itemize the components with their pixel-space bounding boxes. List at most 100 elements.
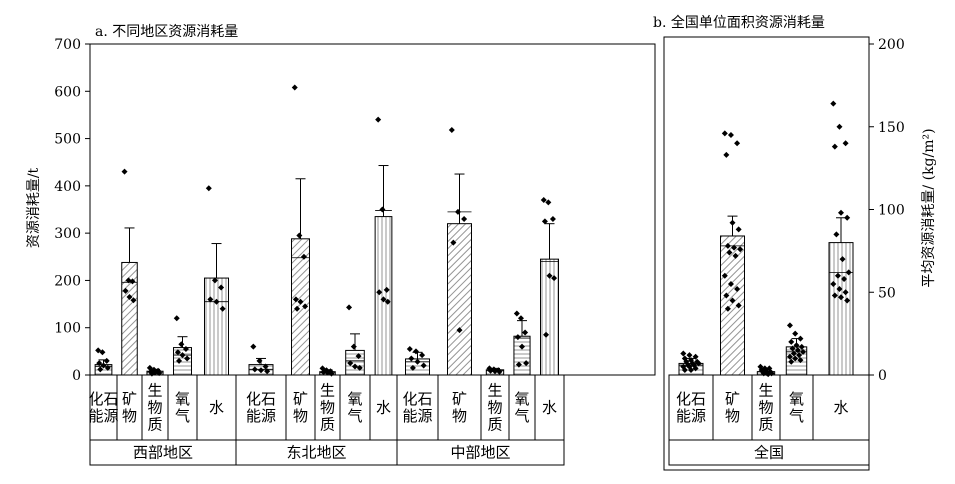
data-point — [842, 140, 849, 147]
data-point — [461, 215, 468, 222]
data-point — [420, 362, 427, 369]
data-point — [798, 343, 805, 350]
data-point — [792, 355, 799, 362]
data-point — [721, 130, 728, 137]
data-point — [551, 275, 558, 282]
category-label: 水 — [376, 399, 391, 417]
data-point — [384, 298, 391, 305]
data-point — [356, 364, 363, 371]
data-point — [723, 292, 730, 299]
data-point — [492, 368, 498, 375]
data-point — [839, 256, 846, 263]
data-point — [176, 357, 183, 364]
data-point — [294, 305, 301, 312]
y-tick-label: 600 — [54, 84, 81, 100]
data-point — [412, 348, 419, 355]
panel-b-bars — [678, 100, 854, 378]
data-point — [347, 360, 354, 367]
bar — [828, 242, 854, 376]
data-point — [450, 239, 457, 246]
data-point — [291, 84, 298, 91]
data-point — [834, 272, 841, 279]
data-point — [519, 343, 525, 350]
data-point — [350, 343, 357, 350]
data-point — [686, 352, 693, 359]
bar — [204, 277, 229, 376]
data-point — [173, 315, 180, 322]
group-label: 全国 — [754, 444, 784, 462]
data-point — [379, 206, 386, 213]
data-point — [838, 209, 844, 216]
data-point — [831, 143, 838, 150]
data-point — [454, 208, 461, 215]
data-point — [376, 289, 383, 296]
data-point — [129, 278, 136, 285]
panel-a-y-ticks: 0 100 200 300 400 500 600 700 — [54, 37, 90, 384]
data-point — [830, 100, 837, 107]
data-point — [352, 363, 358, 370]
data-point — [545, 199, 552, 206]
panel-a-title: a. 不同地区资源消耗量 — [95, 24, 238, 40]
data-point — [414, 358, 421, 365]
bar — [374, 216, 393, 376]
data-point — [103, 357, 110, 364]
data-point — [724, 242, 731, 249]
data-point — [211, 277, 218, 284]
data-point — [732, 252, 739, 259]
y-tick-label: 0 — [878, 368, 887, 384]
y-tick-label: 700 — [54, 37, 81, 53]
data-point — [737, 246, 744, 253]
data-point — [355, 353, 362, 360]
data-point — [448, 127, 455, 134]
category-label: 化石能源 — [88, 390, 118, 425]
category-label: 生物质 — [758, 382, 773, 434]
category-label: 矿物 — [725, 390, 740, 425]
data-point — [178, 341, 185, 348]
data-point — [205, 185, 212, 192]
data-point — [96, 360, 103, 367]
data-point — [375, 116, 382, 123]
data-point — [296, 232, 303, 239]
data-point — [456, 327, 463, 334]
data-point — [522, 329, 529, 336]
data-point — [830, 280, 837, 287]
panel-b-y-axis-label: 平均资源消耗量/ (kg/m²) — [921, 128, 937, 287]
data-point — [836, 123, 843, 130]
category-label: 氧气 — [175, 390, 190, 425]
data-point — [845, 269, 852, 276]
data-point — [130, 297, 137, 304]
category-label: 化石能源 — [402, 390, 432, 425]
data-point — [727, 132, 734, 139]
data-point — [408, 355, 415, 362]
panel-national: b. 全国单位面积资源消耗量 平均资源消耗量/ (kg/m²) 0 50 100 15… — [653, 14, 937, 471]
data-point — [680, 350, 687, 357]
data-point — [724, 305, 731, 312]
panel-a-bars — [94, 84, 559, 377]
data-point — [731, 244, 738, 251]
data-point — [184, 355, 191, 362]
data-point — [721, 272, 728, 279]
data-point — [264, 368, 271, 375]
data-point — [409, 364, 416, 371]
group-label: 东北地区 — [286, 444, 346, 462]
category-label: 生物质 — [320, 382, 335, 434]
category-label: 生物质 — [487, 382, 502, 434]
data-point — [838, 294, 844, 301]
data-point — [300, 253, 307, 260]
data-point — [218, 284, 225, 291]
data-point — [833, 231, 840, 238]
data-point — [515, 361, 522, 368]
data-point — [727, 280, 734, 287]
data-point — [95, 347, 102, 354]
data-point — [302, 303, 309, 310]
data-point — [729, 219, 736, 226]
data-point — [380, 296, 387, 303]
data-point — [126, 293, 133, 300]
panel-a-plot-frame — [89, 43, 656, 376]
data-point — [681, 367, 688, 374]
data-point — [692, 365, 699, 372]
data-point — [100, 362, 107, 369]
category-label: 矿物 — [452, 390, 467, 425]
